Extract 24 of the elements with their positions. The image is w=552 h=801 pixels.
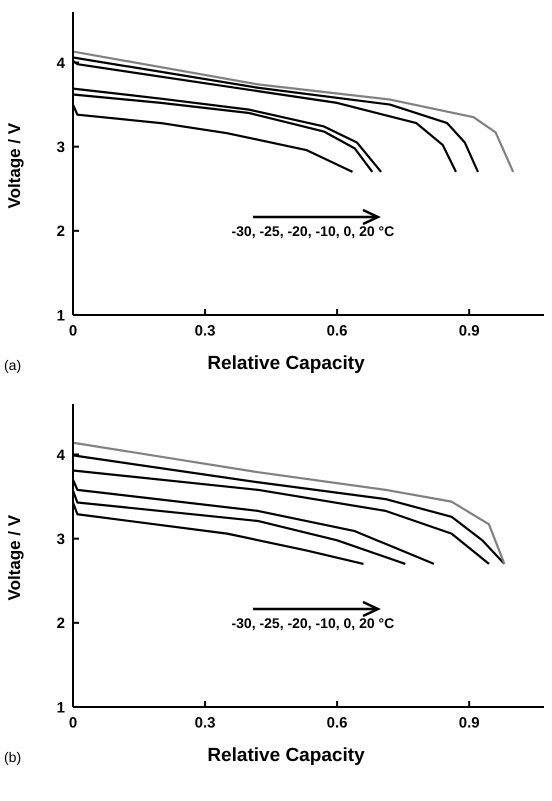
- x-tick-label: 0.9: [458, 322, 480, 340]
- x-tick-label: 0.3: [194, 714, 216, 732]
- x-tick-label: 0.6: [326, 714, 348, 732]
- text: (b): [4, 749, 22, 765]
- x-tick-label: 0: [68, 322, 78, 340]
- y-tick-label: 3: [56, 530, 65, 548]
- x-axis-title: Relative Capacity: [207, 745, 365, 766]
- text: (a): [4, 357, 22, 373]
- x-axis-title: Relative Capacity: [207, 353, 365, 374]
- x-tick-label: 0.9: [458, 714, 480, 732]
- y-tick-label: 3: [56, 138, 65, 156]
- y-axis-title: Voltage / V: [5, 122, 24, 208]
- y-tick-label: 4: [56, 54, 66, 72]
- y-tick-label: 2: [56, 615, 65, 632]
- y-tick-label: 1: [56, 307, 65, 324]
- x-tick-label: 0.6: [326, 322, 348, 340]
- annotation: -30, -25, -20, -10, 0, 20 °C: [231, 615, 394, 632]
- x-tick-label: 0: [68, 714, 78, 732]
- y-tick-label: 4: [56, 446, 66, 464]
- y-tick-label: 1: [56, 699, 65, 716]
- x-tick-label: 0.3: [194, 322, 216, 340]
- y-axis-title: Voltage / V: [5, 514, 24, 600]
- y-tick-label: 2: [56, 223, 65, 240]
- annotation: -30, -25, -20, -10, 0, 20 °C: [231, 223, 394, 240]
